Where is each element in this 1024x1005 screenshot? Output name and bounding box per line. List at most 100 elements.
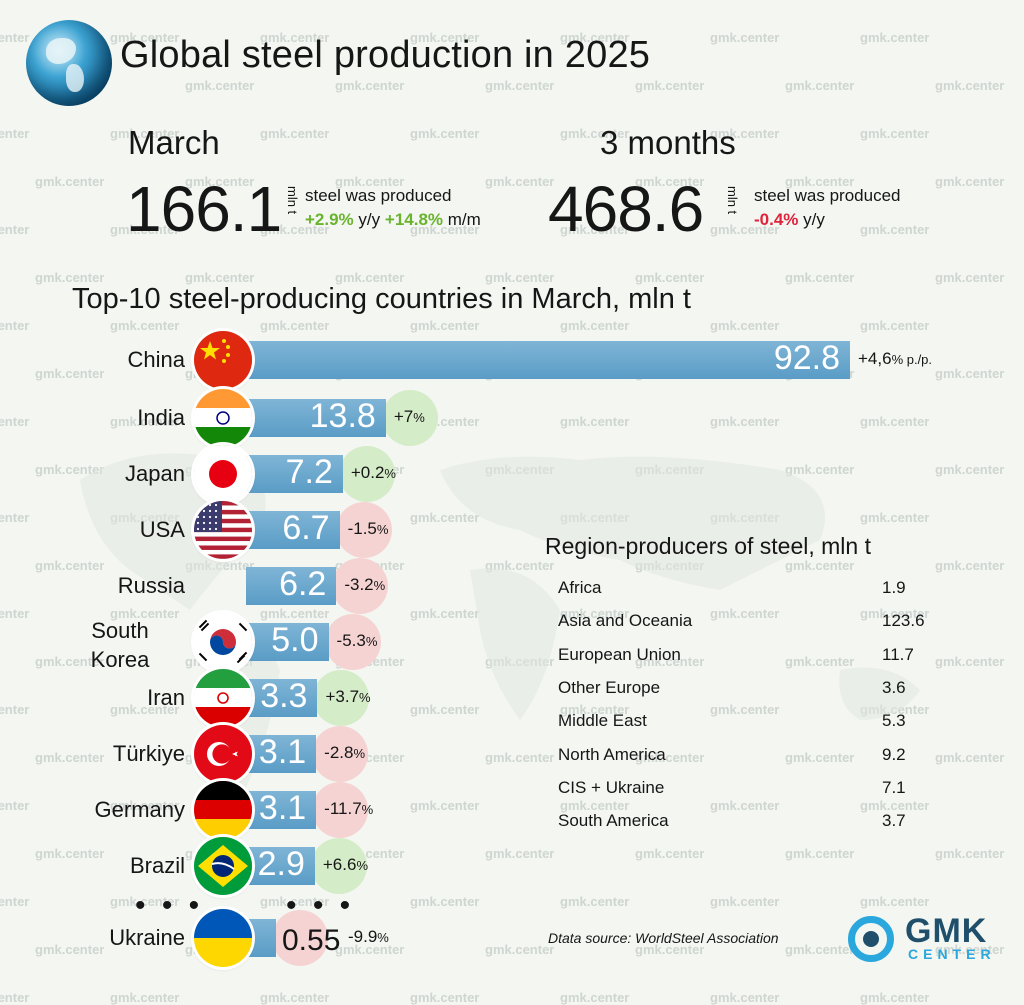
region-name: South America <box>558 811 669 831</box>
watermark-text: gmk.center <box>410 318 480 333</box>
change-label: -2.8% <box>324 743 365 763</box>
watermark-text: gmk.center <box>185 78 255 93</box>
watermark-text: gmk.center <box>935 174 1005 189</box>
bar-value-label: 3.3 <box>260 677 308 715</box>
region-table-title: Region-producers of steel, mln t <box>545 533 871 559</box>
kpi-march-yy-suffix: y/y <box>358 210 381 229</box>
change-halo <box>338 446 395 502</box>
change-halo <box>310 838 367 894</box>
china-flag-icon <box>194 331 252 389</box>
watermark-text: gmk.center <box>710 894 780 909</box>
kpi-march-label: March <box>128 124 220 161</box>
kpi-march-value: 166.1 <box>126 173 282 245</box>
change-label: +6.6% <box>323 855 368 875</box>
watermark-text: gmk.center <box>0 318 30 333</box>
germany-flag-icon <box>194 781 252 839</box>
usa-flag-icon <box>194 501 252 559</box>
watermark-text: gmk.center <box>110 318 180 333</box>
kpi-3months-yy-value: -0.4% <box>754 210 799 229</box>
watermark-text: gmk.center <box>260 318 330 333</box>
change-number: -3.2 <box>344 575 374 594</box>
kpi-3months-yy-suffix: y/y <box>803 210 825 229</box>
region-value: 7.1 <box>882 777 906 797</box>
brand-sub: CENTER <box>908 946 996 962</box>
change-halo <box>312 726 369 782</box>
change-halo <box>312 782 369 838</box>
bar-germany <box>246 791 317 829</box>
watermark-text: gmk.center <box>260 990 330 1005</box>
bar-india <box>246 399 386 437</box>
turkiye-flag-icon <box>194 725 252 783</box>
bar-south-korea <box>246 623 329 661</box>
kpi-3months-label: 3 months <box>600 124 736 161</box>
country-label: Iran <box>147 685 185 710</box>
watermark-text: gmk.center <box>935 270 1005 285</box>
change-halo <box>272 910 328 966</box>
change-halo <box>313 670 370 726</box>
watermark-text: gmk.center <box>0 894 30 909</box>
watermark-text: gmk.center <box>785 270 855 285</box>
bar-value-label: 92.8 <box>773 339 840 377</box>
kpi-3months-changes: -0.4% y/y <box>754 210 825 230</box>
watermark-text: gmk.center <box>0 990 30 1005</box>
iran-flag-icon <box>194 669 252 727</box>
region-name: European Union <box>558 644 681 664</box>
change-number: +0.2 <box>350 463 385 482</box>
country-label: Brazil <box>129 853 185 878</box>
ellipsis-right: • • • <box>286 889 355 922</box>
watermark-text: gmk.center <box>860 30 930 45</box>
change-number: -5.3 <box>336 631 366 650</box>
watermark-text: gmk.center <box>710 30 780 45</box>
region-name: Other Europe <box>558 677 661 697</box>
change-label: -5.3% <box>337 631 378 651</box>
bar-value-label: 6.2 <box>279 565 327 603</box>
watermark-text: gmk.center <box>935 78 1005 93</box>
change-halo <box>381 390 438 446</box>
india-flag-icon <box>194 389 252 447</box>
country-label: Russia <box>117 573 185 598</box>
bar-iran <box>246 679 318 717</box>
change-number: +6.6 <box>322 855 357 874</box>
change-number: +3.7 <box>325 687 360 706</box>
watermark-text: gmk.center <box>485 846 555 861</box>
watermark-text: gmk.center <box>35 174 105 189</box>
change-unit: % <box>365 634 378 649</box>
brand-name: GMK <box>905 912 988 950</box>
region-name: North America <box>558 744 666 764</box>
bar-japan <box>246 455 343 493</box>
watermark-text: gmk.center <box>410 894 480 909</box>
change-label: +4,6% p./p. <box>858 349 932 369</box>
watermark-text: gmk.center <box>0 30 30 45</box>
japan-flag-icon <box>194 445 252 503</box>
bar-value-label: 7.2 <box>285 453 333 491</box>
country-label: Japan <box>125 461 185 486</box>
change-unit: % <box>384 466 396 481</box>
kpi-march-mm-suffix: m/m <box>447 210 481 229</box>
region-value: 123.6 <box>882 611 925 631</box>
change-label: -1.5% <box>348 519 389 539</box>
change-number: +7 <box>393 407 414 426</box>
change-label: -11.7% <box>324 799 373 819</box>
region-value: 3.7 <box>882 811 906 831</box>
country-label: Türkiye <box>112 741 185 766</box>
watermark-text: gmk.center <box>635 846 705 861</box>
globe-icon <box>26 20 112 106</box>
change-unit: % <box>361 802 374 817</box>
change-unit: % <box>377 930 389 945</box>
change-number: -2.8 <box>324 743 354 762</box>
change-unit: % <box>413 410 425 425</box>
ellipsis-left: • • • <box>135 889 204 922</box>
change-halo <box>335 502 392 558</box>
change-halo <box>332 558 389 614</box>
bar-value-label: 3.1 <box>258 733 307 771</box>
bar-value-label: 5.0 <box>271 621 319 659</box>
country-label: India <box>137 405 185 430</box>
watermark-text: gmk.center <box>935 366 1005 381</box>
region-value: 1.9 <box>882 578 906 597</box>
bar-value-label: 0.55 <box>282 924 341 957</box>
watermark-text: gmk.center <box>860 990 930 1005</box>
country-label: Germany <box>94 797 185 822</box>
change-unit: % <box>359 690 371 705</box>
watermark-text: gmk.center <box>710 990 780 1005</box>
watermark-text: gmk.center <box>410 126 480 141</box>
